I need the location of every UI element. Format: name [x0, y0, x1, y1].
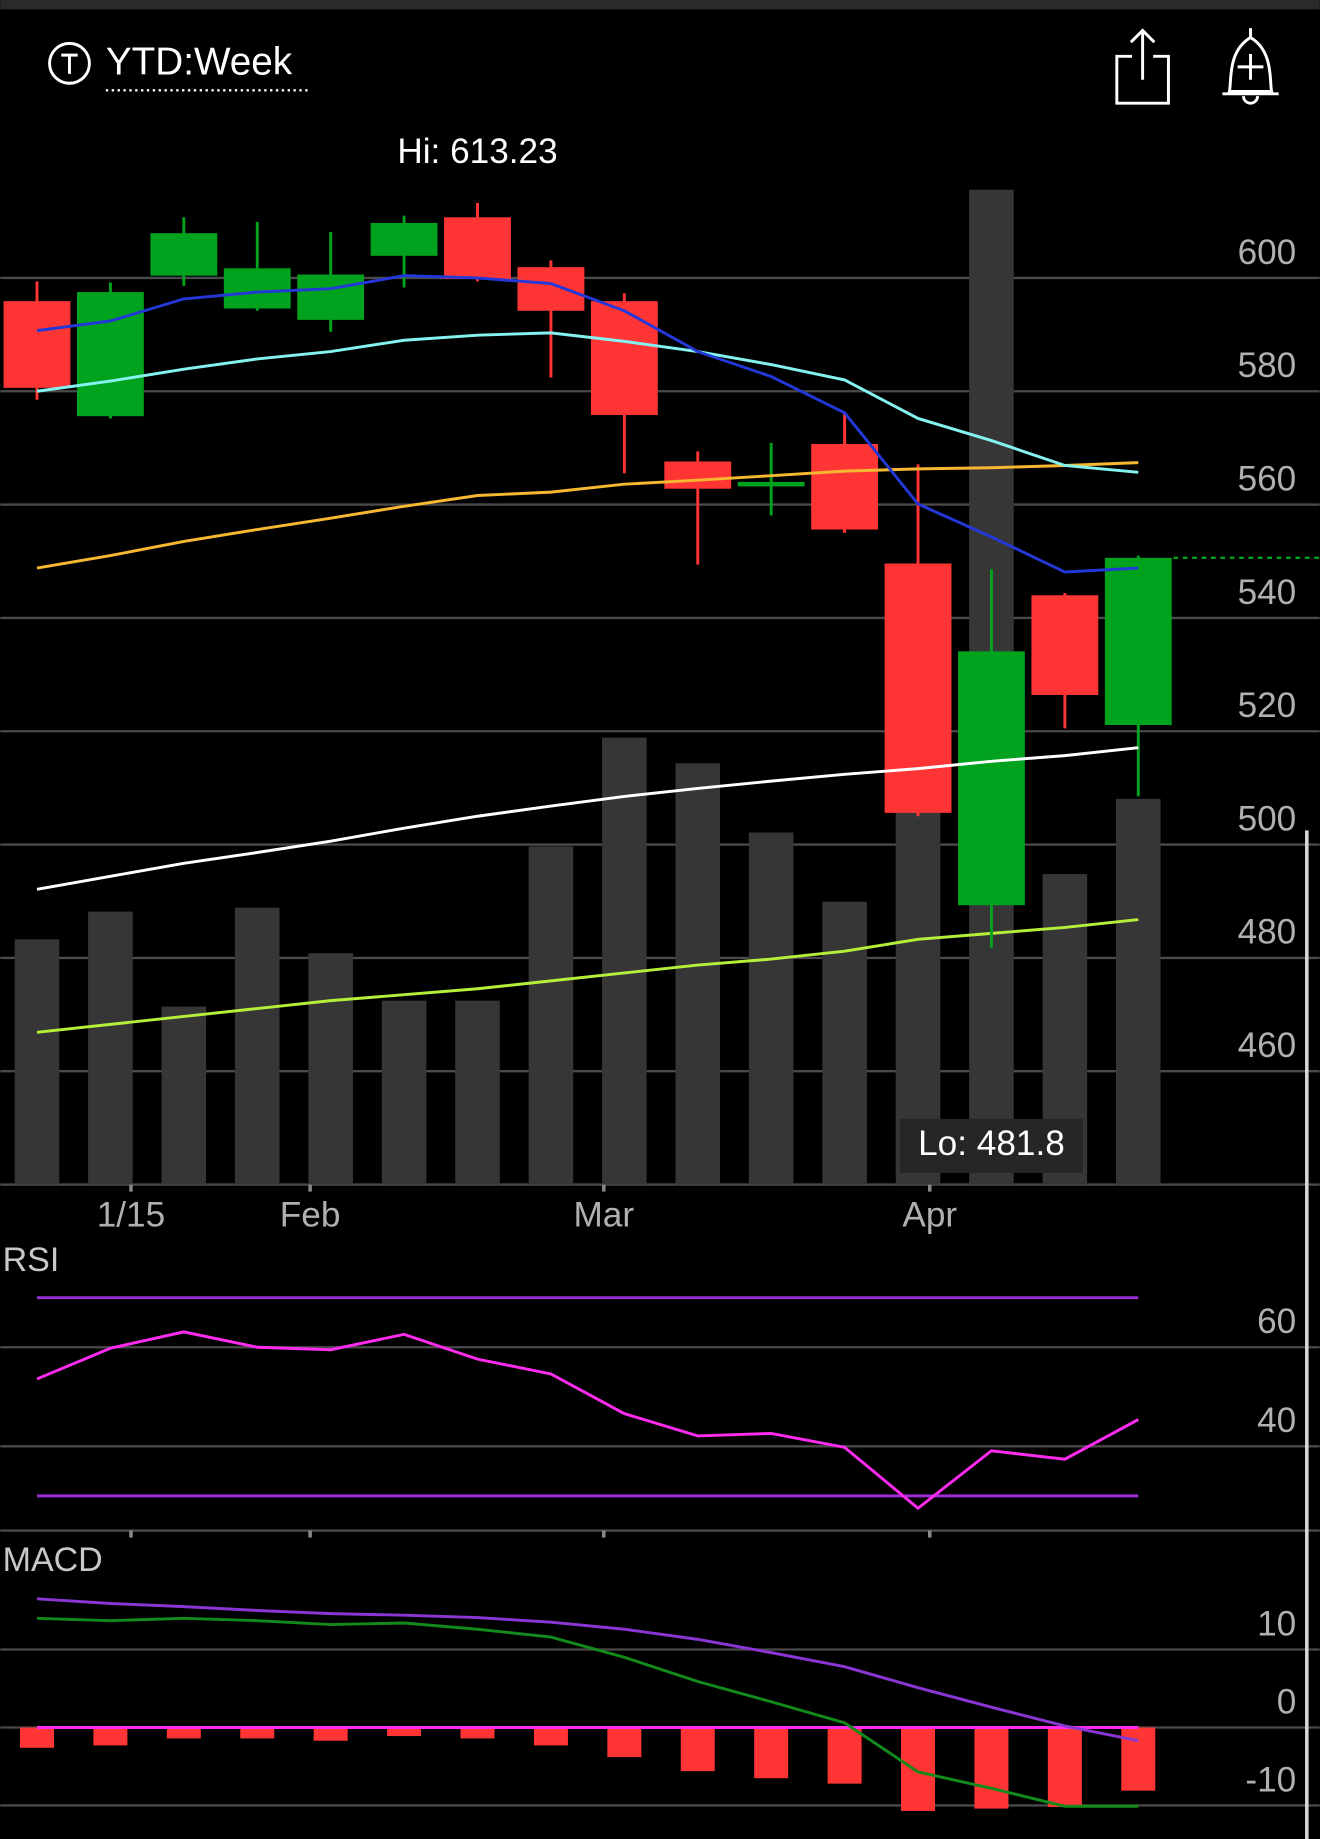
volume-bar [308, 953, 353, 1185]
volume-bar [675, 763, 721, 1185]
histogram-bar [19, 1727, 54, 1748]
y-tick-label: 60 [1257, 1302, 1296, 1341]
histogram-bar [387, 1727, 422, 1737]
y-tick-label: 560 [1238, 459, 1297, 498]
candle-body [737, 481, 805, 487]
volume-bar [822, 901, 867, 1185]
volume-bar [14, 939, 60, 1185]
histogram-bar [166, 1727, 201, 1739]
macd-line [36, 1616, 1139, 1808]
x-tick-label: Mar [573, 1196, 634, 1235]
status-strip [0, 0, 1320, 10]
bell-icon [1222, 28, 1279, 105]
low-annotation: Lo: 481.8 [918, 1124, 1065, 1163]
histogram-bar [1047, 1727, 1082, 1808]
candle-body [664, 461, 732, 489]
candle-body [223, 268, 291, 309]
moving-average [36, 461, 1139, 570]
histogram-bar [974, 1727, 1009, 1809]
candle-body [958, 651, 1025, 906]
volume-bar [161, 1006, 207, 1185]
x-tick-label: Feb [280, 1196, 341, 1235]
y-tick-label: -10 [1245, 1760, 1296, 1799]
volume-bar [1115, 798, 1161, 1185]
histogram-bar [901, 1727, 936, 1811]
rsi-line [36, 1330, 1139, 1511]
candle-body [590, 301, 658, 416]
candle-body [150, 233, 218, 276]
low-annotation-box [899, 1118, 1083, 1173]
share-icon-arrow [1129, 28, 1156, 80]
volume-bar [455, 1000, 500, 1185]
ticker-icon-glyph [61, 53, 78, 74]
x-tick-label: 1/15 [97, 1196, 165, 1235]
candle-body [517, 267, 585, 311]
y-tick-label: 480 [1238, 913, 1297, 952]
y-tick-label: 600 [1238, 233, 1297, 272]
y-tick-label: 520 [1238, 686, 1297, 725]
candle-body [811, 443, 879, 530]
moving-average [36, 746, 1139, 891]
ticker-icon[interactable] [48, 41, 91, 85]
header: YTD:Week [48, 28, 1279, 105]
panel-title: RSI [3, 1241, 60, 1279]
candle-body [1104, 557, 1172, 726]
y-tick-label: 10 [1257, 1604, 1296, 1643]
candle-body [1031, 595, 1099, 695]
volume-bar [381, 1000, 427, 1185]
y-tick-label: 500 [1238, 799, 1297, 838]
moving-average [36, 331, 1139, 474]
share-button[interactable] [1115, 28, 1170, 105]
high-annotation: Hi: 613.23 [397, 132, 557, 171]
candle-body [884, 563, 952, 813]
y-tick-label: 460 [1238, 1026, 1297, 1065]
moving-average [36, 274, 1139, 574]
histogram-bar [240, 1727, 275, 1739]
candle-body [444, 217, 511, 280]
y-tick-label: 40 [1257, 1401, 1296, 1440]
bell-plus [1237, 53, 1264, 80]
volume-bar [234, 907, 280, 1185]
panel-title: MACD [3, 1541, 103, 1579]
volume-bar [602, 737, 647, 1185]
histogram-bar [313, 1727, 348, 1741]
histogram-bar [680, 1727, 715, 1772]
candle-body [297, 274, 365, 320]
candle-body [76, 292, 144, 417]
candle-body [3, 301, 71, 388]
y-tick-label: 540 [1238, 573, 1297, 612]
x-tick-label: Apr [902, 1196, 957, 1235]
histogram-bar [607, 1727, 642, 1758]
share-icon-box [1115, 54, 1170, 105]
range-title[interactable]: YTD:Week [106, 41, 293, 84]
candle-body [370, 222, 438, 256]
histogram-bar [754, 1727, 789, 1779]
y-tick-label: 0 [1277, 1682, 1297, 1721]
histogram-bar [460, 1727, 495, 1739]
volume-bar [88, 911, 133, 1185]
y-tick-label: 580 [1238, 346, 1297, 385]
macd-line [36, 1597, 1139, 1743]
alert-button[interactable] [1222, 28, 1279, 105]
histogram-bar [827, 1727, 862, 1784]
histogram-bar [533, 1727, 568, 1746]
volume-bar [748, 832, 794, 1185]
volume-average [36, 918, 1139, 1034]
histogram-bar [93, 1727, 128, 1746]
volume-bar [528, 846, 574, 1185]
